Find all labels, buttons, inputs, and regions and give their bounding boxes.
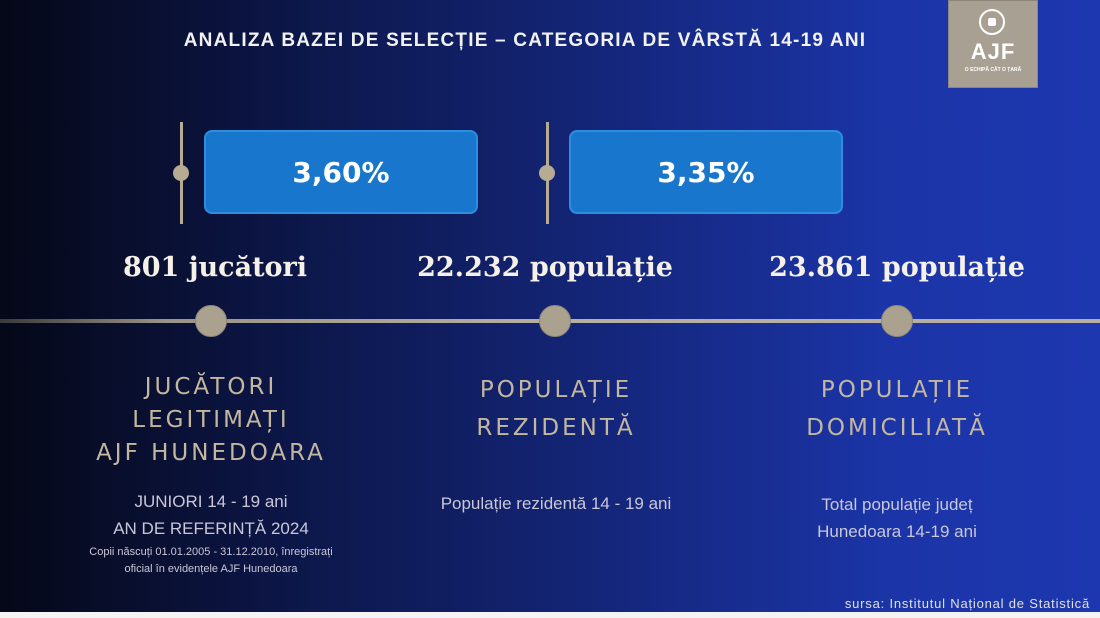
stat-resident-population: 22.232 populație [417, 252, 673, 283]
ajf-logo: AJF O ECHIPĂ CÂT O ȚARĂ [948, 0, 1038, 88]
percentage-box-2: 3,35% [569, 130, 843, 214]
timeline-dot-2 [539, 305, 571, 337]
slide-title: ANALIZA BAZEI DE SELECȚIE – CATEGORIA DE… [183, 30, 867, 51]
description-line: Hunedoara 14-19 ani [817, 522, 977, 541]
note-line: Copii născuți 01.01.2005 - 31.12.2010, î… [89, 546, 333, 558]
timeline-dot-1 [195, 305, 227, 337]
percentage-box-1: 3,60% [204, 130, 478, 214]
marker-dot-2 [539, 165, 555, 181]
category-players: JUCĂTORI LEGITIMAȚI AJF HUNEDOARA [60, 371, 362, 470]
description-line: JUNIORI 14 - 19 ani [134, 492, 288, 511]
category-line: REZIDENTĂ [476, 415, 636, 441]
description-line: Populație rezidentă 14 - 19 ani [440, 494, 672, 513]
stat-players: 801 jucători [122, 252, 308, 283]
category-line: POPULAȚIE [820, 377, 974, 403]
description-resident-population: Populație rezidentă 14 - 19 ani [390, 490, 722, 517]
category-domiciled-population: POPULAȚIE DOMICILIATĂ [746, 371, 1048, 447]
category-line: AJF HUNEDOARA [96, 440, 326, 466]
category-line: DOMICILIATĂ [806, 415, 988, 441]
category-resident-population: POPULAȚIE REZIDENTĂ [405, 371, 707, 447]
football-icon [979, 9, 1005, 35]
description-players: JUNIORI 14 - 19 ani AN DE REFERINȚĂ 2024 [60, 488, 362, 542]
description-line: Total populație județ [821, 495, 973, 514]
stat-domiciled-population: 23.861 populație [769, 252, 1025, 283]
note-line: oficial în evidențele AJF Hunedoara [124, 563, 298, 575]
category-line: LEGITIMAȚI [132, 407, 290, 433]
description-domiciled-population: Total populație județ Hunedoara 14-19 an… [746, 491, 1048, 545]
note-players: Copii născuți 01.01.2005 - 31.12.2010, î… [40, 544, 382, 578]
marker-dot-1 [173, 165, 189, 181]
logo-tagline: O ECHIPĂ CÂT O ȚARĂ [964, 67, 1022, 73]
source-note: sursa: Institutul Național de Statistică [844, 596, 1090, 611]
category-line: JUCĂTORI [144, 374, 278, 400]
category-line: POPULAȚIE [479, 377, 633, 403]
logo-text: AJF [970, 39, 1016, 64]
bottom-strip [0, 612, 1100, 618]
timeline-dot-3 [881, 305, 913, 337]
description-line: AN DE REFERINȚĂ 2024 [113, 519, 309, 538]
